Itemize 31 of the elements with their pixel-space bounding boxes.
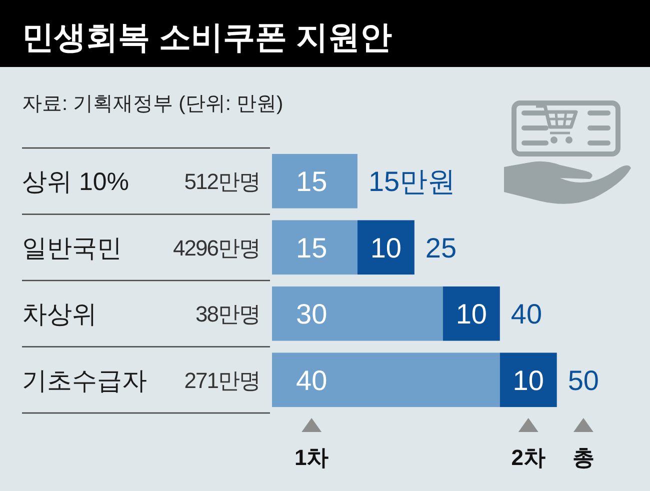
data-label: 15 bbox=[296, 232, 328, 264]
y-tick-label: 일반국민 bbox=[22, 234, 122, 262]
total-label: 50 bbox=[568, 364, 600, 396]
bar bbox=[272, 154, 358, 208]
y2-tick-label: 4296만명 bbox=[173, 235, 260, 260]
text: 총 bbox=[572, 445, 594, 470]
bar bbox=[272, 220, 358, 275]
bar bbox=[500, 352, 557, 408]
data-label: 10 bbox=[370, 232, 402, 264]
series-label: 2차 bbox=[511, 445, 546, 470]
y-tick-label: 상위 10% bbox=[22, 168, 129, 196]
data-label: 10 bbox=[512, 364, 544, 396]
data-label: 40 bbox=[296, 364, 328, 396]
y-tick-label: 차상위 bbox=[22, 300, 97, 329]
y2-tick-label: 38만명 bbox=[196, 302, 260, 327]
y2-tick-label: 512만명 bbox=[184, 169, 260, 194]
total-label: 25 bbox=[425, 232, 457, 264]
chart-title: 민생회복 소비쿠폰 지원안 bbox=[22, 19, 392, 55]
total-label: 40 bbox=[510, 298, 542, 330]
y2-tick-label: 271만명 bbox=[184, 368, 260, 393]
data-label: 30 bbox=[296, 298, 328, 330]
chart-subtitle: 자료: 기획재정부 (단위: 만원) bbox=[22, 93, 284, 115]
bar bbox=[442, 286, 500, 341]
bar bbox=[357, 220, 414, 275]
bar bbox=[272, 286, 443, 341]
data-label: 10 bbox=[456, 298, 487, 330]
bar bbox=[272, 352, 500, 408]
y-tick-label: 기초수급자 bbox=[22, 366, 147, 395]
total-label: 15만원 bbox=[368, 166, 456, 198]
data-label: 15 bbox=[296, 166, 328, 198]
series-label: 1차 bbox=[294, 445, 329, 470]
